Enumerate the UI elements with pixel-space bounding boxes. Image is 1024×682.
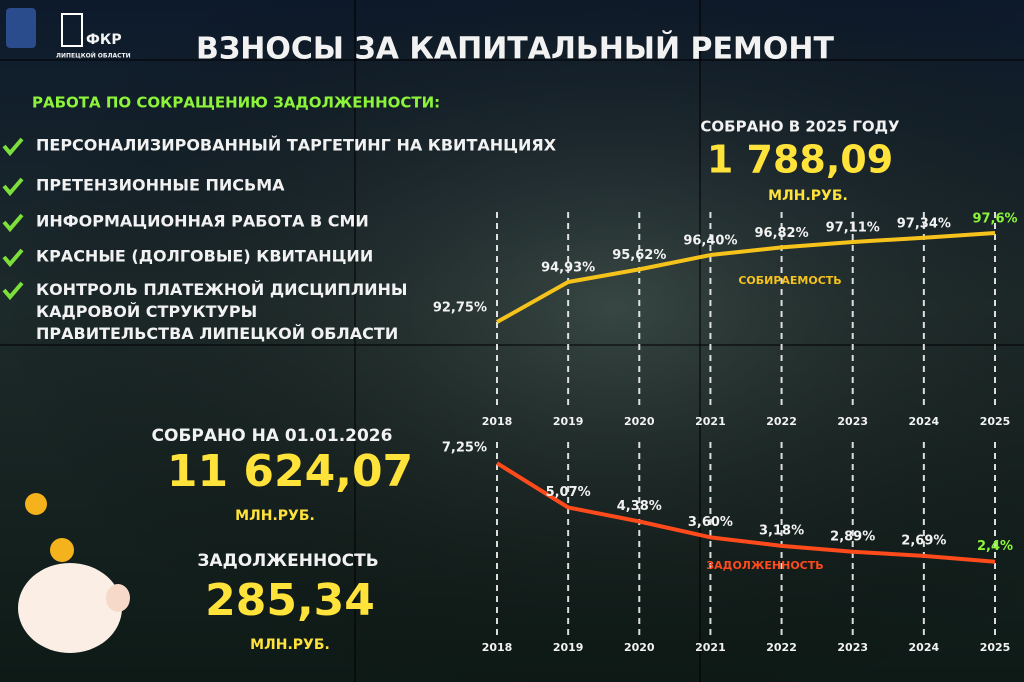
check-icon: [2, 137, 24, 157]
x-tick-label: 2018: [482, 641, 513, 654]
kpi-unit: МЛН.РУБ.: [235, 508, 315, 524]
check-icon: [2, 281, 24, 301]
kpi-unit: МЛН.РУБ.: [250, 637, 330, 653]
data-label: 7,25%: [442, 441, 487, 456]
series-name: СОБИРАЕМОСТЬ: [738, 274, 841, 287]
measure-item: ИНФОРМАЦИОННАЯ РАБОТА В СМИ: [36, 212, 369, 231]
data-label: 5,07%: [546, 485, 591, 500]
data-label: 3,60%: [688, 515, 733, 530]
kpi-value: 11 624,07: [167, 446, 413, 497]
x-tick-label: 2021: [695, 415, 726, 428]
logo-emblem: [6, 8, 36, 48]
kpi-unit: МЛН.РУБ.: [768, 188, 848, 204]
measures-list: ПЕРСОНАЛИЗИРОВАННЫЙ ТАРГЕТИНГ НА КВИТАНЦ…: [2, 136, 557, 343]
x-tick-label: 2024: [909, 415, 940, 428]
x-tick-label: 2025: [980, 641, 1011, 654]
series-name: ЗАДОЛЖЕННОСТЬ: [706, 559, 823, 572]
measure-item: КРАСНЫЕ (ДОЛГОВЫЕ) КВИТАНЦИИ: [36, 247, 373, 266]
check-icon: [2, 248, 24, 268]
kpi-label: СОБРАНО НА 01.01.2026: [152, 426, 393, 446]
measure-item: ПЕРСОНАЛИЗИРОВАННЫЙ ТАРГЕТИНГ НА КВИТАНЦ…: [36, 136, 557, 155]
data-label: 4,38%: [617, 499, 662, 514]
kpi-label: СОБРАНО В 2025 ГОДУ: [700, 118, 900, 136]
x-tick-label: 2021: [695, 641, 726, 654]
logo-text: ФКР: [86, 32, 122, 48]
check-icon: [2, 177, 24, 197]
data-label: 96,40%: [683, 234, 737, 249]
x-tick-label: 2023: [837, 415, 868, 428]
logo-subtext: ЛИПЕЦКОЙ ОБЛАСТИ: [56, 52, 131, 60]
measures-title: РАБОТА ПО СОКРАЩЕНИЮ ЗАДОЛЖЕННОСТИ:: [32, 94, 440, 112]
title: ВЗНОСЫ ЗА КАПИТАЛЬНЫЙ РЕМОНТ: [196, 31, 834, 67]
kpi-value: 1 788,09: [707, 138, 893, 182]
kpi-label: ЗАДОЛЖЕННОСТЬ: [197, 551, 378, 571]
x-tick-label: 2023: [837, 641, 868, 654]
measure-item: КОНТРОЛЬ ПЛАТЕЖНОЙ ДИСЦИПЛИНЫ КАДРОВОЙ СТ…: [36, 280, 407, 343]
data-label: 94,93%: [541, 261, 595, 276]
logo-icon: [61, 13, 83, 47]
x-tick-label: 2024: [909, 641, 940, 654]
piggy-icon: [18, 493, 130, 653]
x-tick-label: 2018: [482, 415, 513, 428]
data-label: 97,6%: [972, 212, 1017, 227]
x-tick-label: 2020: [624, 415, 655, 428]
x-tick-label: 2020: [624, 641, 655, 654]
data-label: 97,11%: [826, 221, 880, 236]
x-tick-label: 2019: [553, 641, 584, 654]
data-label: 2,89%: [830, 529, 875, 544]
data-label: 95,62%: [612, 248, 666, 263]
check-icon: [2, 213, 24, 233]
x-tick-label: 2022: [766, 415, 797, 428]
series-line: [495, 461, 996, 564]
data-label: 3,18%: [759, 523, 804, 538]
x-tick-label: 2022: [766, 641, 797, 654]
x-tick-label: 2019: [553, 415, 584, 428]
data-label: 2,4%: [977, 539, 1013, 554]
data-label: 97,34%: [897, 216, 951, 231]
data-label: 2,69%: [901, 533, 946, 548]
data-label: 92,75%: [433, 301, 487, 316]
series-line: [496, 231, 996, 324]
measure-item: ПРЕТЕНЗИОННЫЕ ПИСЬМА: [36, 176, 285, 195]
x-tick-label: 2025: [980, 415, 1011, 428]
data-label: 96,82%: [754, 226, 808, 241]
kpi-value: 285,34: [205, 575, 375, 626]
